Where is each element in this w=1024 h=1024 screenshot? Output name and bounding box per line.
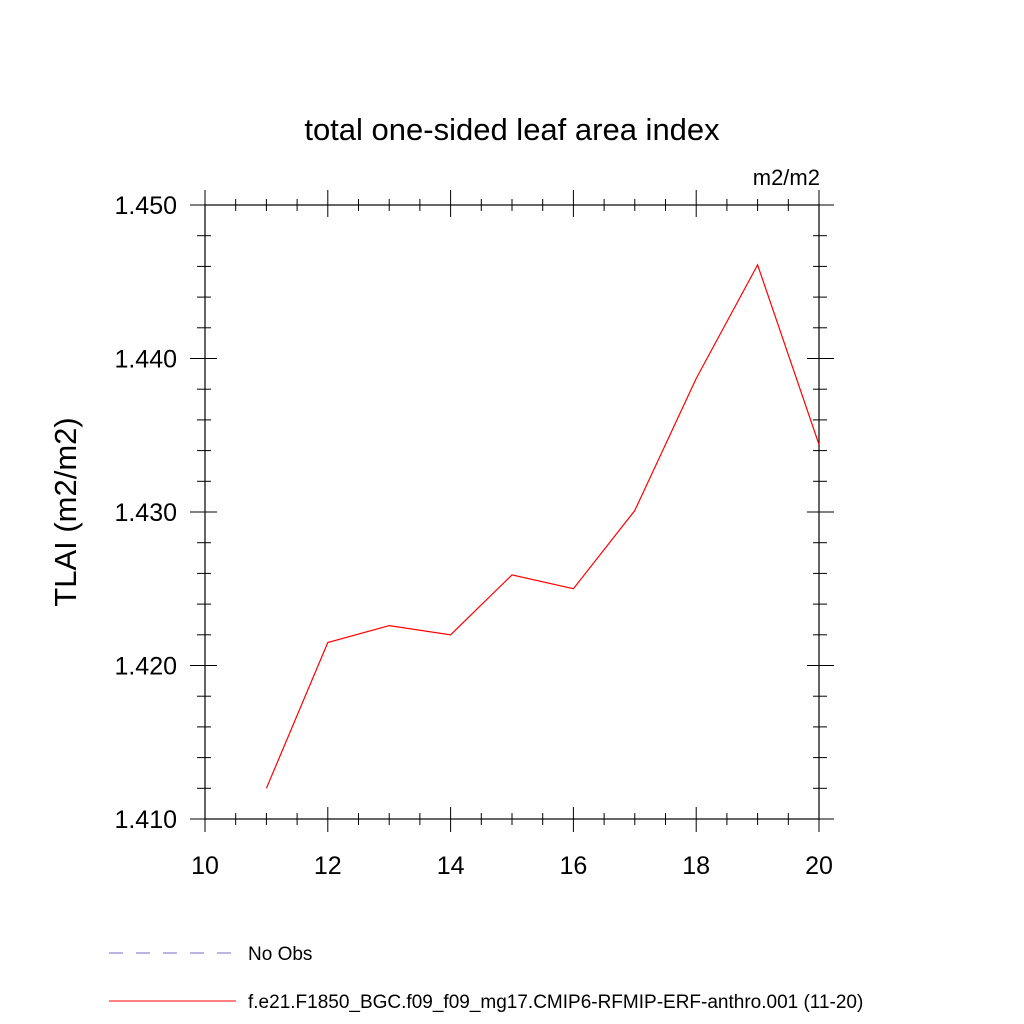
y-tick-label: 1.430	[114, 499, 177, 527]
tick-labels: 10 12 14 16 18 20 1.410 1.420 1.430 1.440 1.450	[114, 192, 832, 880]
legend: No Obs f.e21.F1850_BGC.f09_f09_mg17.CMIP6…	[109, 944, 863, 1013]
x-tick-label: 10	[191, 852, 219, 880]
series-lines	[265, 263, 820, 789]
series-line	[265, 263, 820, 789]
chart-title: total one-sided leaf area index	[304, 112, 720, 147]
y-axis-label: TLAI (m2/m2)	[48, 417, 83, 606]
y-tick-label: 1.410	[114, 806, 177, 834]
tick-marks	[190, 190, 834, 832]
x-tick-label: 14	[437, 852, 465, 880]
x-tick-label: 16	[559, 852, 587, 880]
y-tick-label: 1.450	[114, 192, 177, 220]
x-tick-label: 18	[682, 852, 710, 880]
y-tick-label: 1.440	[114, 346, 177, 374]
units-label: m2/m2	[753, 165, 820, 190]
plot-frame	[204, 204, 820, 820]
legend-label: f.e21.F1850_BGC.f09_f09_mg17.CMIP6-RFMIP…	[248, 992, 863, 1013]
legend-label: No Obs	[248, 944, 312, 965]
y-tick-label: 1.420	[114, 653, 177, 681]
x-tick-label: 12	[314, 852, 342, 880]
x-tick-label: 20	[805, 852, 833, 880]
